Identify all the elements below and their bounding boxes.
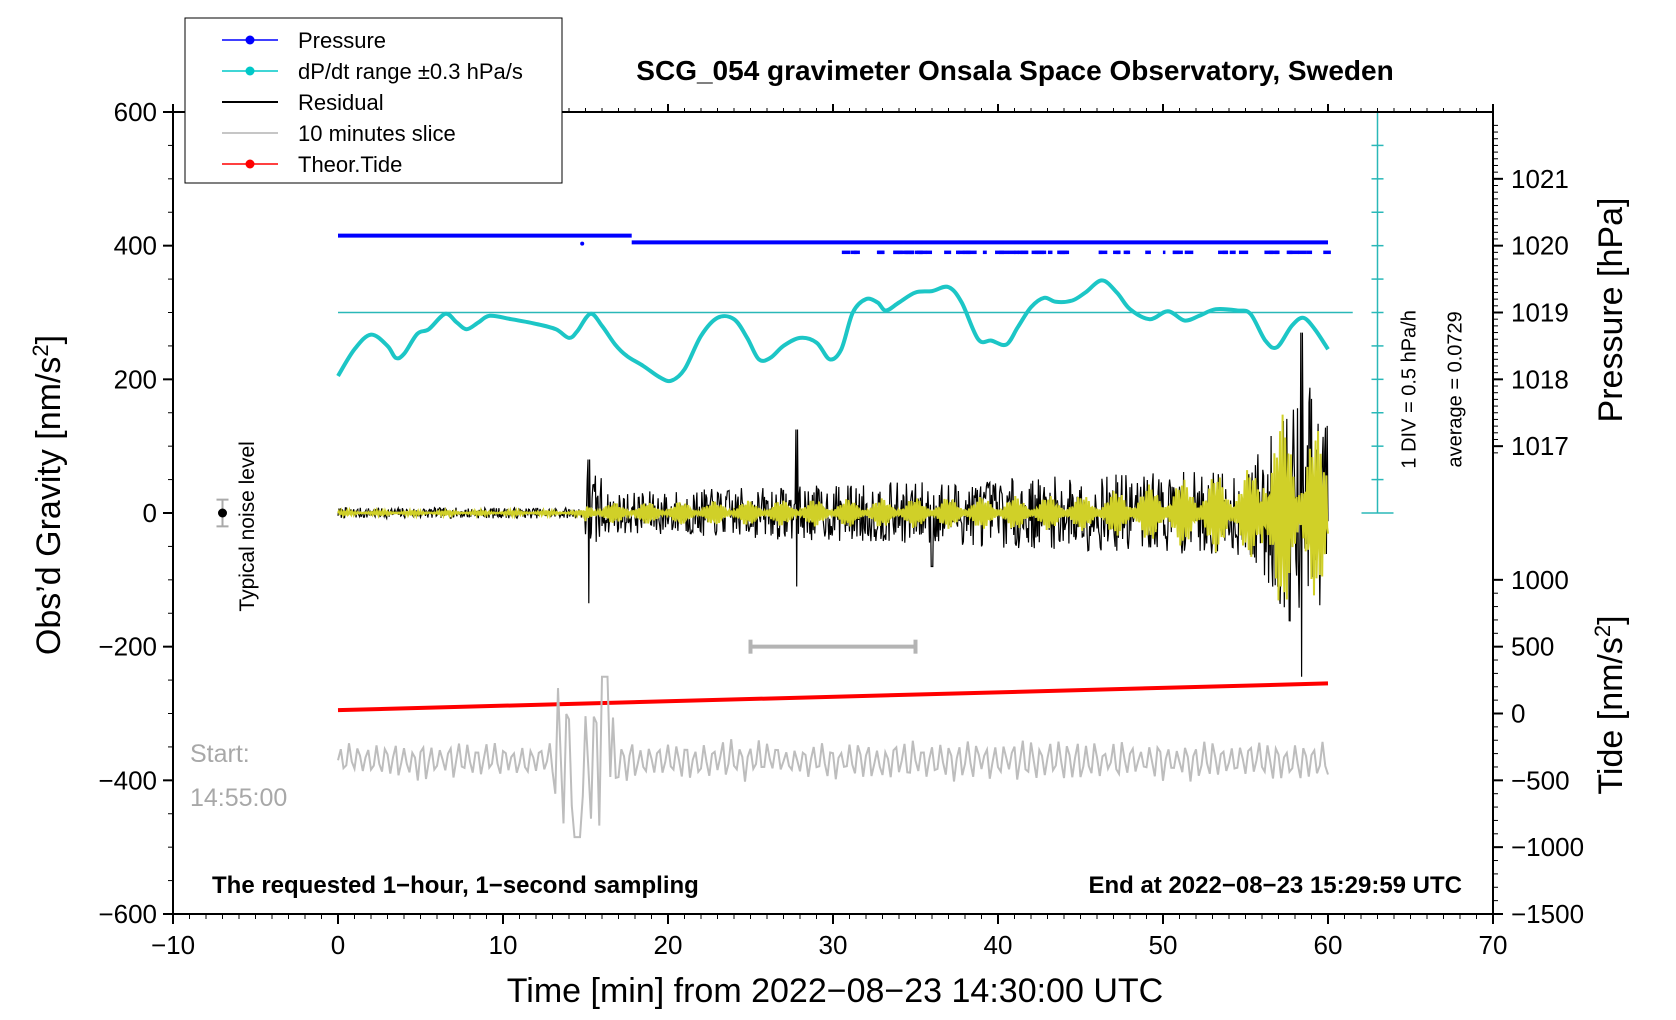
y-axis-left-label-sup: 2: [28, 344, 53, 356]
annotation-noise-label: Typical noise level: [236, 441, 259, 611]
y-axis-tide-label-sup: 2: [1590, 625, 1615, 637]
tide-tick-label: 500: [1511, 632, 1554, 662]
noise-point: [218, 508, 227, 518]
y-tick-label: −400: [98, 765, 157, 795]
slice-curve: [337, 675, 1329, 839]
legend-label: Pressure: [298, 28, 386, 53]
x-tick-label: 70: [1479, 930, 1508, 960]
y-axis-left-label-main: Obs’d Gravity [nm/s: [30, 357, 68, 656]
annotation-start-time: 14:55:00: [190, 784, 287, 812]
x-tick-label: −10: [151, 930, 195, 960]
y-axis-left-label-end: ]: [30, 335, 68, 344]
y-tick-label: 200: [114, 364, 157, 394]
legend-marker: [245, 159, 255, 169]
axis-ticks: −10 0 10 20 30 40 50 60 706004002000−200−400−600…: [98, 97, 1584, 960]
legend-label: Theor.Tide: [298, 152, 402, 177]
data-series: [216, 111, 1394, 839]
chart-title: SCG_054 gravimeter Onsala Space Observat…: [636, 55, 1393, 86]
legend-label: dP/dt range ±0.3 hPa/s: [298, 59, 523, 84]
tide-tick-label: 1000: [1511, 565, 1569, 595]
x-tick-label: 10: [489, 930, 518, 960]
tide-tick-label: −1000: [1511, 832, 1584, 862]
annotation-div-label: 1 DIV = 0.5 hPa/h: [1398, 310, 1420, 468]
tide-tick-label: 0: [1511, 699, 1525, 729]
dpdt-curve: [336, 278, 1330, 384]
x-tick-label: 60: [1314, 930, 1343, 960]
x-tick-label: 0: [331, 930, 345, 960]
tide-line: [337, 681, 1329, 713]
pressure-dot: [580, 241, 585, 246]
pressure-tick-label: 1020: [1511, 231, 1569, 261]
pressure-tick-label: 1021: [1511, 164, 1569, 194]
pressure-tick-label: 1017: [1511, 431, 1569, 461]
y-tick-label: −200: [98, 632, 157, 662]
annotation-start-label: Start:: [190, 740, 250, 768]
legend-box: [184, 17, 563, 184]
tide-tick-label: −1500: [1511, 899, 1584, 929]
x-tick-label: 20: [654, 930, 683, 960]
legend: Pressure dP/dt range ±0.3 hPa/s Residual 10…: [184, 17, 563, 184]
annotation-average-label: average = 0.0729: [1445, 311, 1467, 467]
x-axis-label: Time [min] from 2022−08−23 14:30:00 UTC: [507, 972, 1163, 1010]
y-tick-label: 0: [143, 498, 157, 528]
y-axis-tide-label-main: Tide [nm/s: [1592, 637, 1630, 794]
y-tick-label: −600: [98, 899, 157, 929]
y-axis-tide-label: Tide [nm/s2]: [1590, 615, 1631, 794]
y-axis-tide-label-end: ]: [1592, 615, 1630, 624]
residual-filtered-curve: [337, 414, 1329, 601]
y-tick-label: 600: [114, 97, 157, 127]
tide-tick-label: −500: [1511, 765, 1570, 795]
pressure-tick-label: 1018: [1511, 364, 1569, 394]
x-tick-label: 40: [984, 930, 1013, 960]
y-axis-pressure-label: Pressure [hPa]: [1592, 198, 1630, 423]
legend-label: 10 minutes slice: [298, 121, 456, 146]
x-tick-label: 50: [1149, 930, 1178, 960]
plot-frame: [172, 111, 1494, 915]
annotation-end-time: End at 2022−08−23 15:29:59 UTC: [1088, 872, 1462, 899]
x-tick-label: 30: [819, 930, 848, 960]
residual-curve: [337, 332, 1329, 677]
legend-label: Residual: [298, 90, 384, 115]
y-tick-label: 400: [114, 231, 157, 261]
legend-marker: [245, 66, 255, 76]
pressure-tick-label: 1019: [1511, 298, 1569, 328]
legend-entries: Pressure dP/dt range ±0.3 hPa/s Residual 10…: [222, 28, 523, 177]
annotation-sampling: The requested 1−hour, 1−second sampling: [212, 872, 699, 899]
legend-marker: [245, 35, 255, 45]
y-axis-left-label: Obs’d Gravity [nm/s2]: [28, 335, 69, 655]
